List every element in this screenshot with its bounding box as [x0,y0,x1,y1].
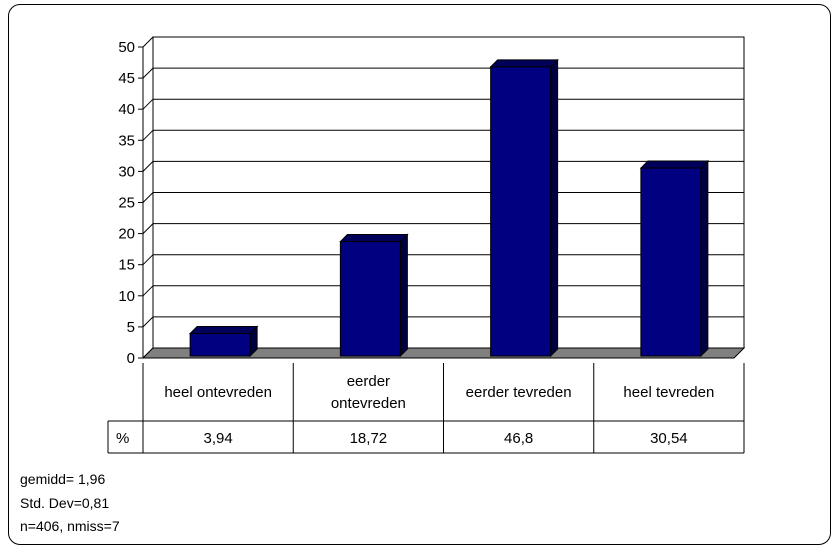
gridline-diagonal [142,67,154,79]
bar-side [399,233,408,358]
y-tick-label: 50 [118,39,135,56]
x-category-label: eerder tevreden [466,384,572,401]
gridline-diagonal [142,161,154,172]
stat-mean: gemidd= 1,96 [20,471,106,487]
data-value-label: 30,54 [650,430,688,447]
y-tick-label: 15 [118,257,135,274]
table-row-label: % [116,430,129,447]
y-tick-label: 45 [118,70,135,87]
bar [640,167,702,357]
bar-top [188,325,259,334]
bar-top [639,160,710,169]
bar-side [700,159,709,358]
bar [490,66,552,357]
gridline-diagonal [142,223,154,234]
gridline-diagonal [142,36,154,48]
data-value-label: 18,72 [350,430,388,447]
y-tick-label: 5 [127,319,135,336]
stat-std-dev: Std. Dev=0,81 [20,495,110,511]
y-tick-label: 35 [118,132,135,149]
bar-top [339,234,409,243]
bar-side [550,58,559,358]
plot-floor [141,347,746,359]
x-category-label: ontevreden [331,395,406,412]
gridline-diagonal [142,316,154,328]
y-tick-label: 20 [118,226,135,243]
data-value-label: 46,8 [504,430,533,447]
y-tick-label: 30 [118,163,135,180]
bar [189,332,251,357]
bar [339,241,401,357]
chart-frame [8,4,831,545]
gridline-diagonal [142,129,154,141]
gridline-diagonal [142,192,154,203]
bar-top [489,59,559,68]
y-tick-label: 10 [118,288,135,305]
x-category-label: heel tevreden [623,384,714,401]
x-category-label: heel ontevreden [164,384,272,401]
y-tick-label: 25 [118,195,135,212]
gridline-diagonal [142,285,154,297]
y-tick-label: 40 [118,101,135,118]
stat-n: n=406, nmiss=7 [20,518,120,534]
gridline-diagonal [142,254,154,266]
x-category-label: eerder [347,373,390,390]
y-tick-label: 0 [127,350,135,367]
gridline-diagonal [142,98,154,110]
data-value-label: 3,94 [204,430,233,447]
